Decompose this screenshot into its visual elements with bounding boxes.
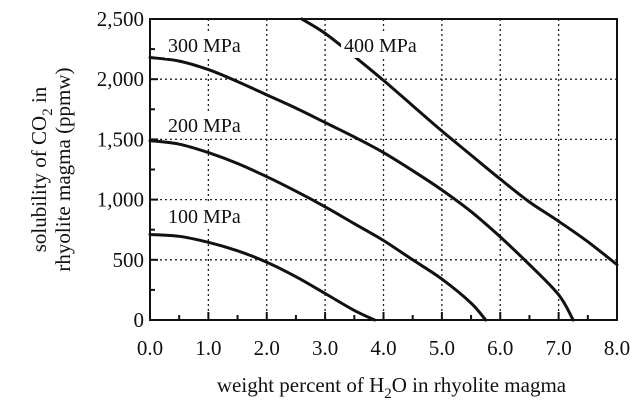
y-tick-label: 1,500	[97, 127, 144, 151]
curve-200-mpa	[148, 139, 488, 322]
y-axis-title-line-1: solubility of CO2 in	[27, 86, 56, 252]
grid-lines	[150, 19, 617, 320]
y-tick-label: 0	[134, 308, 145, 332]
series-label-100-mpa: 100 MPa	[168, 206, 241, 228]
x-tick-label: 5.0	[429, 336, 455, 360]
x-tick-label: 7.0	[546, 336, 572, 360]
series-label-backdrop	[341, 33, 441, 58]
y-axis-title: solubility of CO2 in rhyolite magma (ppm…	[27, 67, 75, 271]
axis-ticks	[149, 18, 618, 321]
curve-100-mpa	[148, 233, 377, 322]
x-tick-label: 1.0	[195, 336, 221, 360]
y-tick-label: 2,000	[97, 67, 144, 91]
series-label-backdrop	[165, 204, 255, 229]
x-axis-title: weight percent of H2O in rhyolite magma	[217, 373, 567, 401]
series-label-300-mpa: 300 MPa	[168, 35, 241, 57]
y-tick-label: 2,500	[97, 7, 144, 31]
y-tick-label: 1,000	[97, 188, 144, 212]
series-label-backdrop	[165, 113, 265, 138]
x-tick-label: 3.0	[312, 336, 338, 360]
series-label-400-mpa: 400 MPa	[344, 35, 417, 57]
x-tick-label: 6.0	[487, 336, 513, 360]
series-label-200-mpa: 200 MPa	[168, 115, 241, 137]
x-tick-label: 4.0	[370, 336, 396, 360]
series-labels: 100 MPa 200 MPa 300 MPa 400 MPa	[165, 33, 441, 229]
y-tick-label: 500	[113, 248, 145, 272]
series-label-backdrop	[165, 33, 265, 58]
x-tick-label: 8.0	[604, 336, 630, 360]
y-tick-labels: 0 500 1,000 1,500 2,000 2,500	[97, 7, 144, 332]
y-axis-title-line-2: rhyolite magma (ppmw)	[51, 67, 75, 271]
x-tick-label: 2.0	[254, 336, 280, 360]
curve-300-mpa	[148, 56, 575, 322]
x-tick-label: 0.0	[137, 336, 163, 360]
x-tick-labels: 0.0 1.0 2.0 3.0 4.0 5.0 6.0 7.0 8.0	[137, 336, 630, 360]
